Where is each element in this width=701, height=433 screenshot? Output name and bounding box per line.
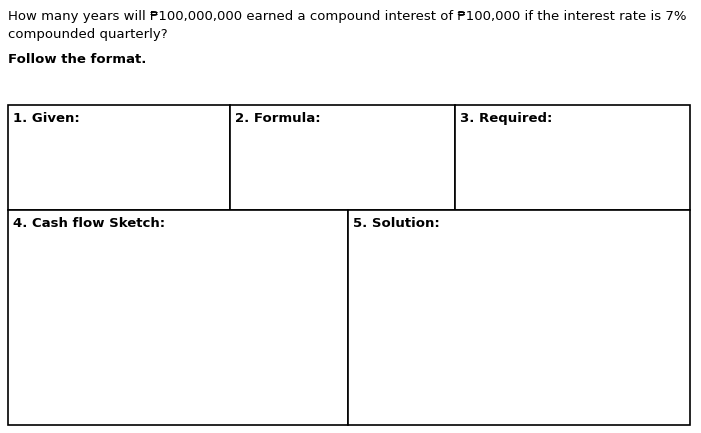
Text: 3. Required:: 3. Required: bbox=[460, 112, 552, 125]
Text: 2. Formula:: 2. Formula: bbox=[235, 112, 320, 125]
Bar bbox=[230, 105, 455, 210]
Bar bbox=[8, 210, 348, 425]
Bar bbox=[455, 105, 690, 210]
Bar bbox=[348, 210, 690, 425]
Bar bbox=[8, 105, 230, 210]
Text: compounded quarterly?: compounded quarterly? bbox=[8, 28, 168, 41]
Text: Follow the format.: Follow the format. bbox=[8, 53, 147, 66]
Text: How many years will ₱100,000,000 earned a compound interest of ₱100,000 if the i: How many years will ₱100,000,000 earned … bbox=[8, 10, 686, 23]
Text: 1. Given:: 1. Given: bbox=[13, 112, 80, 125]
Text: 5. Solution:: 5. Solution: bbox=[353, 217, 440, 230]
Text: 4. Cash flow Sketch:: 4. Cash flow Sketch: bbox=[13, 217, 165, 230]
